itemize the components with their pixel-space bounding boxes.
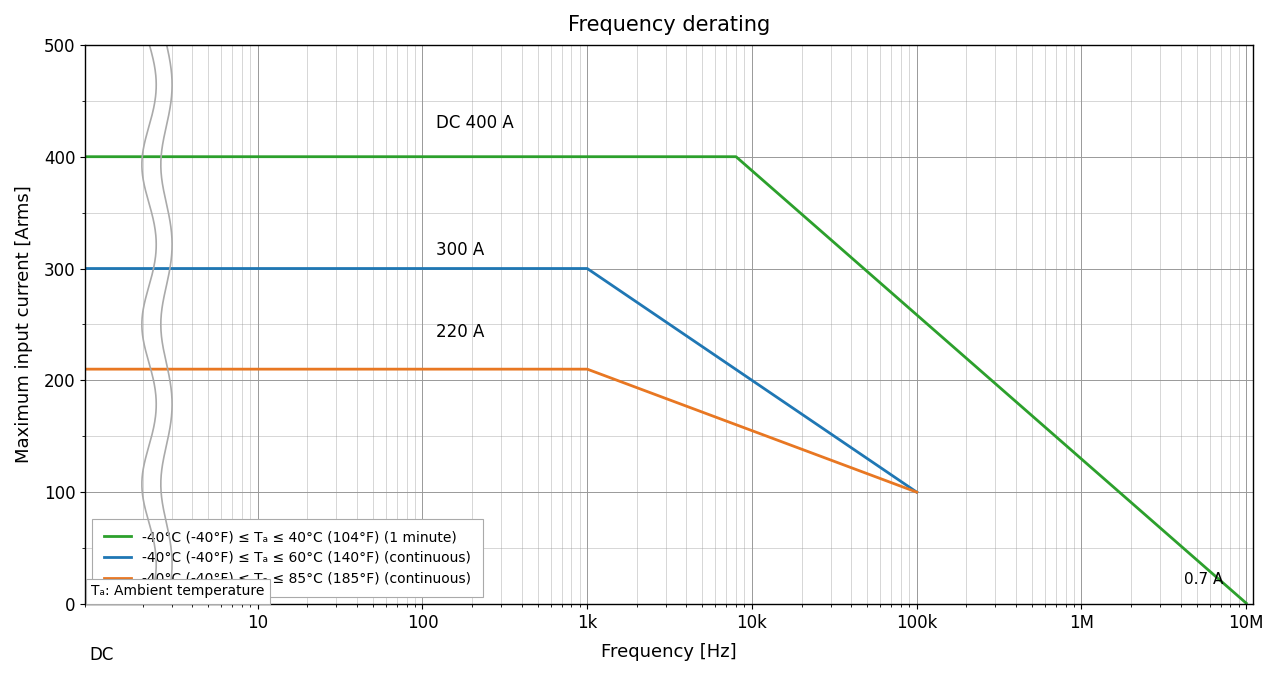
X-axis label: Frequency [Hz]: Frequency [Hz] [602, 643, 737, 661]
Text: DC: DC [88, 646, 114, 664]
Y-axis label: Maximum input current [Arms]: Maximum input current [Arms] [15, 185, 33, 463]
Legend: -40°C (-40°F) ≤ Tₐ ≤ 40°C (104°F) (1 minute), -40°C (-40°F) ≤ Tₐ ≤ 60°C (140°F) : -40°C (-40°F) ≤ Tₐ ≤ 40°C (104°F) (1 min… [92, 519, 483, 597]
Text: 300 A: 300 A [435, 241, 484, 258]
Text: 0.7 A: 0.7 A [1184, 572, 1224, 587]
Text: 220 A: 220 A [435, 323, 484, 341]
Text: Tₐ: Ambient temperature: Tₐ: Ambient temperature [91, 584, 265, 598]
Text: DC 400 A: DC 400 A [435, 114, 513, 132]
Title: Frequency derating: Frequency derating [568, 15, 771, 35]
